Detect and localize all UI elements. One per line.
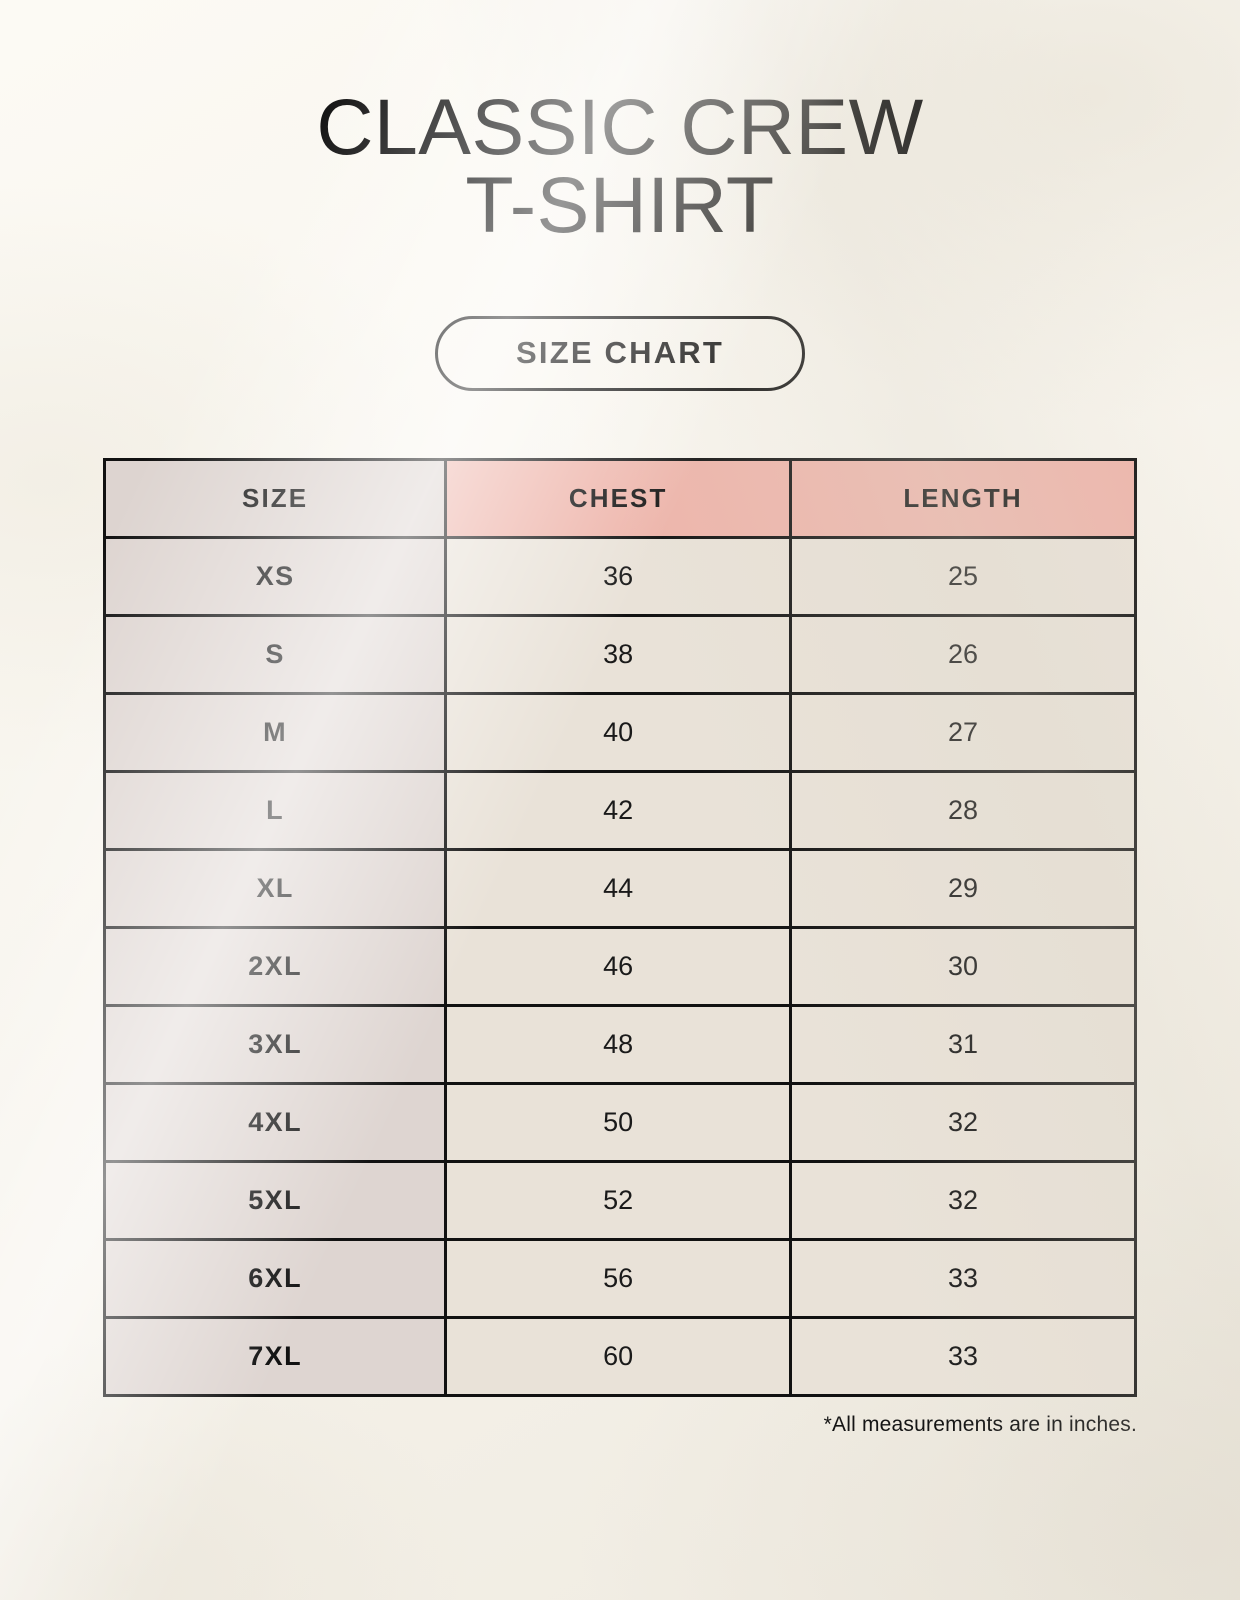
table-row: 4XL 50 32 bbox=[104, 1082, 1136, 1162]
cell-size: 3XL bbox=[104, 1004, 446, 1084]
cell-size: S bbox=[104, 614, 446, 694]
table-row: 6XL 56 33 bbox=[104, 1238, 1136, 1318]
cell-size: XS bbox=[104, 536, 446, 616]
cell-chest: 48 bbox=[444, 1004, 791, 1084]
measurements-footnote: *All measurements are in inches. bbox=[823, 1413, 1137, 1437]
cell-length: 33 bbox=[789, 1238, 1136, 1318]
cell-length: 29 bbox=[789, 848, 1136, 928]
cell-length: 26 bbox=[789, 614, 1136, 694]
cell-size: 6XL bbox=[104, 1238, 446, 1318]
cell-chest: 46 bbox=[444, 926, 791, 1006]
cell-length: 32 bbox=[789, 1160, 1136, 1240]
cell-length: 32 bbox=[789, 1082, 1136, 1162]
table-row: 5XL 52 32 bbox=[104, 1160, 1136, 1240]
cell-chest: 36 bbox=[444, 536, 791, 616]
table-row: S 38 26 bbox=[104, 614, 1136, 694]
cell-length: 33 bbox=[789, 1316, 1136, 1396]
table-body: XS 36 25 S 38 26 M 40 27 L 42 28 bbox=[104, 536, 1136, 1396]
badge-row: SIZE CHART bbox=[0, 316, 1240, 392]
table-row: 2XL 46 30 bbox=[104, 926, 1136, 1006]
table-header: SIZE CHEST LENGTH bbox=[104, 459, 1136, 538]
cell-length: 27 bbox=[789, 692, 1136, 772]
cell-chest: 40 bbox=[444, 692, 791, 772]
cell-size: 2XL bbox=[104, 926, 446, 1006]
column-header-chest: CHEST bbox=[444, 459, 791, 538]
cell-length: 28 bbox=[789, 770, 1136, 850]
size-table-container: SIZE CHEST LENGTH XS 36 25 S 38 26 M bbox=[103, 458, 1137, 1398]
table-row: M 40 27 bbox=[104, 692, 1136, 772]
title-block: CLASSIC CREW T-SHIRT bbox=[0, 0, 1240, 244]
cell-length: 30 bbox=[789, 926, 1136, 1006]
table-row: L 42 28 bbox=[104, 770, 1136, 850]
cell-length: 31 bbox=[789, 1004, 1136, 1084]
column-header-size: SIZE bbox=[104, 459, 446, 538]
cell-chest: 60 bbox=[444, 1316, 791, 1396]
cell-chest: 50 bbox=[444, 1082, 791, 1162]
cell-size: 5XL bbox=[104, 1160, 446, 1240]
table-row: XL 44 29 bbox=[104, 848, 1136, 928]
cell-chest: 52 bbox=[444, 1160, 791, 1240]
cell-size: L bbox=[104, 770, 446, 850]
column-header-length: LENGTH bbox=[789, 459, 1136, 538]
size-chart-badge: SIZE CHART bbox=[435, 316, 805, 392]
cell-chest: 42 bbox=[444, 770, 791, 850]
table-row: 7XL 60 33 bbox=[104, 1316, 1136, 1396]
cell-size: XL bbox=[104, 848, 446, 928]
cell-size: M bbox=[104, 692, 446, 772]
cell-chest: 44 bbox=[444, 848, 791, 928]
cell-chest: 56 bbox=[444, 1238, 791, 1318]
table-row: XS 36 25 bbox=[104, 536, 1136, 616]
page-title: CLASSIC CREW T-SHIRT bbox=[316, 82, 924, 250]
cell-size: 7XL bbox=[104, 1316, 446, 1396]
cell-length: 25 bbox=[789, 536, 1136, 616]
cell-size: 4XL bbox=[104, 1082, 446, 1162]
cell-chest: 38 bbox=[444, 614, 791, 694]
size-table: SIZE CHEST LENGTH XS 36 25 S 38 26 M bbox=[103, 458, 1137, 1398]
table-header-row: SIZE CHEST LENGTH bbox=[104, 459, 1136, 538]
table-row: 3XL 48 31 bbox=[104, 1004, 1136, 1084]
